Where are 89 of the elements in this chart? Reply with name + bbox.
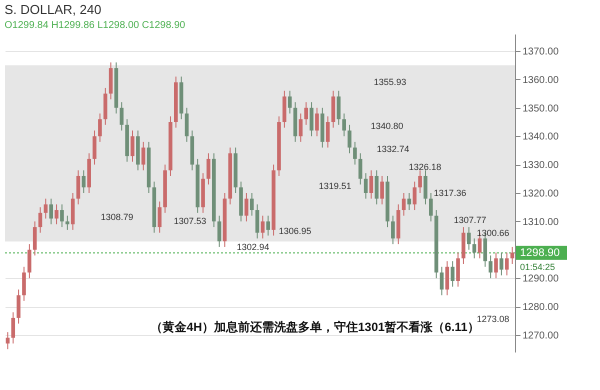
annotation: 1306.95 bbox=[278, 226, 312, 236]
candlestick bbox=[298, 113, 303, 142]
candlestick bbox=[255, 204, 260, 239]
annotation: 1355.93 bbox=[374, 77, 406, 87]
candlestick bbox=[364, 172, 368, 200]
annotation: 1300.66 bbox=[476, 228, 510, 238]
candlestick bbox=[184, 107, 189, 142]
candlestick bbox=[369, 170, 374, 200]
candlestick bbox=[315, 107, 319, 137]
candlestick bbox=[141, 141, 146, 171]
candlestick bbox=[158, 201, 162, 234]
annotation: 1273.08 bbox=[476, 314, 510, 324]
candlestick bbox=[206, 152, 210, 185]
candlestick bbox=[217, 215, 222, 248]
annotation: 1307.77 bbox=[454, 215, 486, 225]
candlestick bbox=[92, 130, 96, 166]
candlestick bbox=[402, 192, 406, 216]
chart-title: S. DOLLAR, 240 bbox=[4, 2, 102, 17]
annotation: 1307.53 bbox=[174, 216, 206, 226]
candlestick bbox=[310, 102, 314, 137]
candlestick bbox=[76, 170, 80, 205]
candlestick bbox=[250, 192, 254, 216]
annotation: 1319.51 bbox=[318, 181, 352, 191]
candlestick bbox=[32, 220, 37, 256]
y-tick-label: 1370.00 bbox=[522, 46, 560, 58]
y-tick-label: 1340.00 bbox=[522, 132, 560, 143]
candlestick bbox=[22, 266, 26, 302]
candlestick bbox=[82, 170, 86, 194]
y-tick-label: 1330.00 bbox=[522, 160, 560, 172]
candlestick bbox=[374, 170, 379, 205]
candlestick bbox=[429, 192, 433, 222]
candlestick bbox=[418, 170, 422, 194]
y-tick-label: 1320.00 bbox=[522, 188, 560, 200]
candlestick bbox=[38, 206, 42, 234]
candlestick bbox=[120, 102, 124, 132]
candlestick bbox=[16, 289, 20, 324]
candlestick bbox=[342, 113, 346, 137]
candlestick bbox=[28, 244, 32, 279]
candlestick bbox=[494, 252, 498, 279]
candlestick bbox=[466, 226, 471, 250]
candlestick bbox=[500, 252, 504, 276]
annotation: 1317.36 bbox=[434, 188, 466, 198]
y-tick-label: 1310.00 bbox=[522, 216, 560, 228]
chart-subtitle: O1299.84 H1299.86 L1298.00 C1298.90 bbox=[4, 20, 186, 31]
ref-line-label: 1298.90 bbox=[520, 246, 560, 259]
candlestick bbox=[65, 215, 70, 230]
candlestick bbox=[504, 252, 509, 276]
candlestick bbox=[54, 204, 58, 225]
annotation: 1302.94 bbox=[236, 242, 270, 252]
candlestick bbox=[60, 204, 64, 228]
candlestick bbox=[472, 238, 476, 259]
text: 01:54:25 bbox=[520, 262, 556, 272]
candlestick bbox=[260, 215, 265, 239]
candlestick bbox=[440, 266, 444, 296]
annotation: 1340.80 bbox=[370, 121, 404, 131]
y-tick-label: 1270.00 bbox=[522, 330, 560, 342]
annotation: 1332.74 bbox=[376, 144, 410, 154]
candlestick bbox=[266, 215, 270, 236]
annotation: 1308.79 bbox=[100, 212, 134, 222]
candlestick bbox=[348, 124, 352, 154]
candlestick bbox=[358, 152, 362, 185]
candlestick bbox=[11, 312, 16, 344]
candlestick bbox=[407, 192, 412, 211]
candlestick bbox=[98, 113, 102, 142]
candlestick bbox=[6, 332, 10, 350]
annotation: 1326.18 bbox=[408, 162, 442, 172]
candlestick bbox=[326, 116, 330, 148]
y-tick-label: 1360.00 bbox=[522, 74, 560, 86]
y-tick-label: 1280.00 bbox=[522, 302, 560, 314]
candlestick bbox=[49, 198, 54, 225]
candlestick bbox=[424, 170, 428, 205]
candlestick bbox=[44, 198, 48, 220]
candlestick bbox=[244, 192, 248, 222]
y-tick-label: 1350.00 bbox=[522, 103, 560, 114]
candlestick bbox=[510, 246, 514, 264]
candlestick bbox=[288, 90, 292, 114]
candlestick bbox=[391, 215, 395, 245]
candlestick bbox=[380, 175, 384, 205]
y-tick-label: 1290.00 bbox=[522, 274, 560, 285]
candlestick bbox=[336, 90, 341, 126]
candlestick bbox=[450, 260, 455, 288]
candlestick bbox=[488, 254, 492, 279]
candlestick bbox=[304, 102, 308, 126]
candlestick bbox=[445, 260, 450, 296]
candlestick bbox=[412, 181, 417, 211]
candlestick bbox=[130, 130, 134, 162]
candlestick bbox=[353, 141, 357, 166]
candlestick bbox=[456, 252, 460, 288]
annotation: （黄金4H）加息前还需洗盘多单，守住1301暂不看涨（6.11） bbox=[150, 320, 480, 334]
